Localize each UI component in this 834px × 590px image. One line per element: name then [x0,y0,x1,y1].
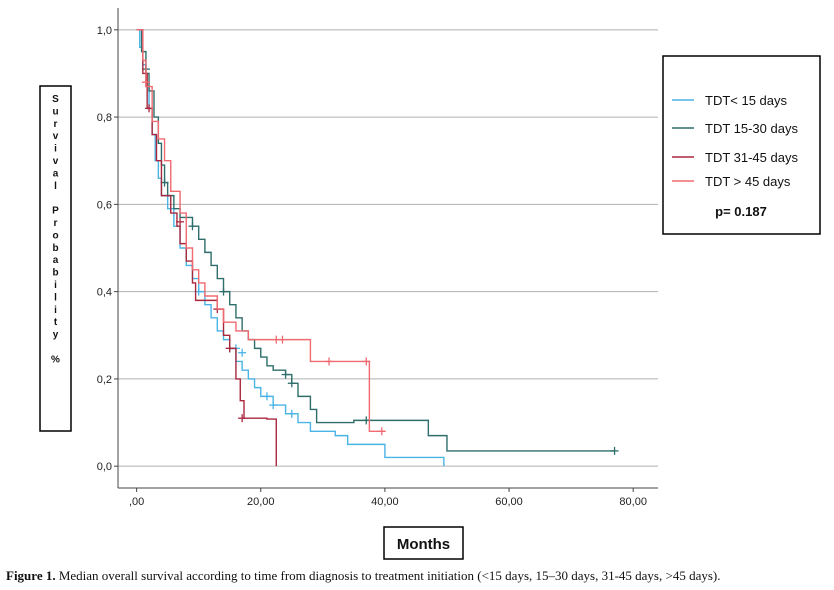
x-tick-label-1: 20,00 [247,496,275,508]
censor-mark-2-4 [238,414,247,423]
gridlines [118,29,658,467]
p-value-label: p= 0.187 [715,204,767,219]
censor-mark-3-4 [362,357,371,366]
censor-mark-3-0 [141,78,150,87]
series-layer [136,29,619,467]
censor-mark-2-1 [176,217,185,226]
censor-mark-0-6 [287,409,296,418]
legend-label-3: TDT > 45 days [705,174,791,189]
y-tick-label-5: 1,0 [97,25,112,37]
y-tick-label-0: 0,0 [97,461,112,473]
caption-label: Figure 1. [6,568,56,583]
censor-mark-1-5 [287,379,296,388]
legend-label-0: TDT< 15 days [705,93,788,108]
series-line-1 [136,29,615,452]
tick-labels: 0,0 0,2 0,4 0,6 0,8 1,0 ,00 20,00 40,00 60,00 80,0… [97,25,647,508]
y-tick-label-2: 0,4 [97,287,112,299]
legend-label-1: TDT 15-30 days [705,121,798,136]
series-line-2 [136,29,277,467]
series-line-3 [136,29,385,432]
caption-text: Median overall survival according to tim… [55,568,721,583]
legend-box [662,55,821,235]
censor-mark-1-2 [188,222,197,231]
x-tick-label-4: 80,00 [619,496,647,508]
censor-mark-3-3 [325,357,334,366]
x-axis-label-frame [383,526,464,560]
x-tick-label-0: ,00 [129,496,144,508]
x-axis-label: Months [397,536,450,553]
y-axis-label-frame [39,85,72,432]
x-tick-label-3: 60,00 [495,496,523,508]
censor-mark-1-4 [281,370,290,379]
censor-mark-1-7 [610,446,619,455]
series-line-0 [136,29,445,467]
censor-mark-0-3 [238,348,247,357]
censor-mark-1-3 [219,287,228,296]
legend: TDT< 15 days TDT 15-30 days TDT 31-45 days… [662,55,821,235]
y-tick-label-1: 0,2 [97,374,112,386]
censor-mark-0-4 [262,392,271,401]
figure-caption: Figure 1. Median overall survival accord… [6,568,834,584]
y-tick-label-4: 0,8 [97,112,112,124]
x-axis-label-box: Months [383,526,464,560]
censor-mark-3-2 [278,335,287,344]
y-tick-label-3: 0,6 [97,199,112,211]
x-tick-label-2: 40,00 [371,496,399,508]
censor-mark-2-3 [225,344,234,353]
censor-mark-3-5 [377,427,386,436]
censor-mark-0-5 [269,401,278,410]
axes [117,8,658,489]
legend-label-2: TDT 31-45 days [705,150,798,165]
